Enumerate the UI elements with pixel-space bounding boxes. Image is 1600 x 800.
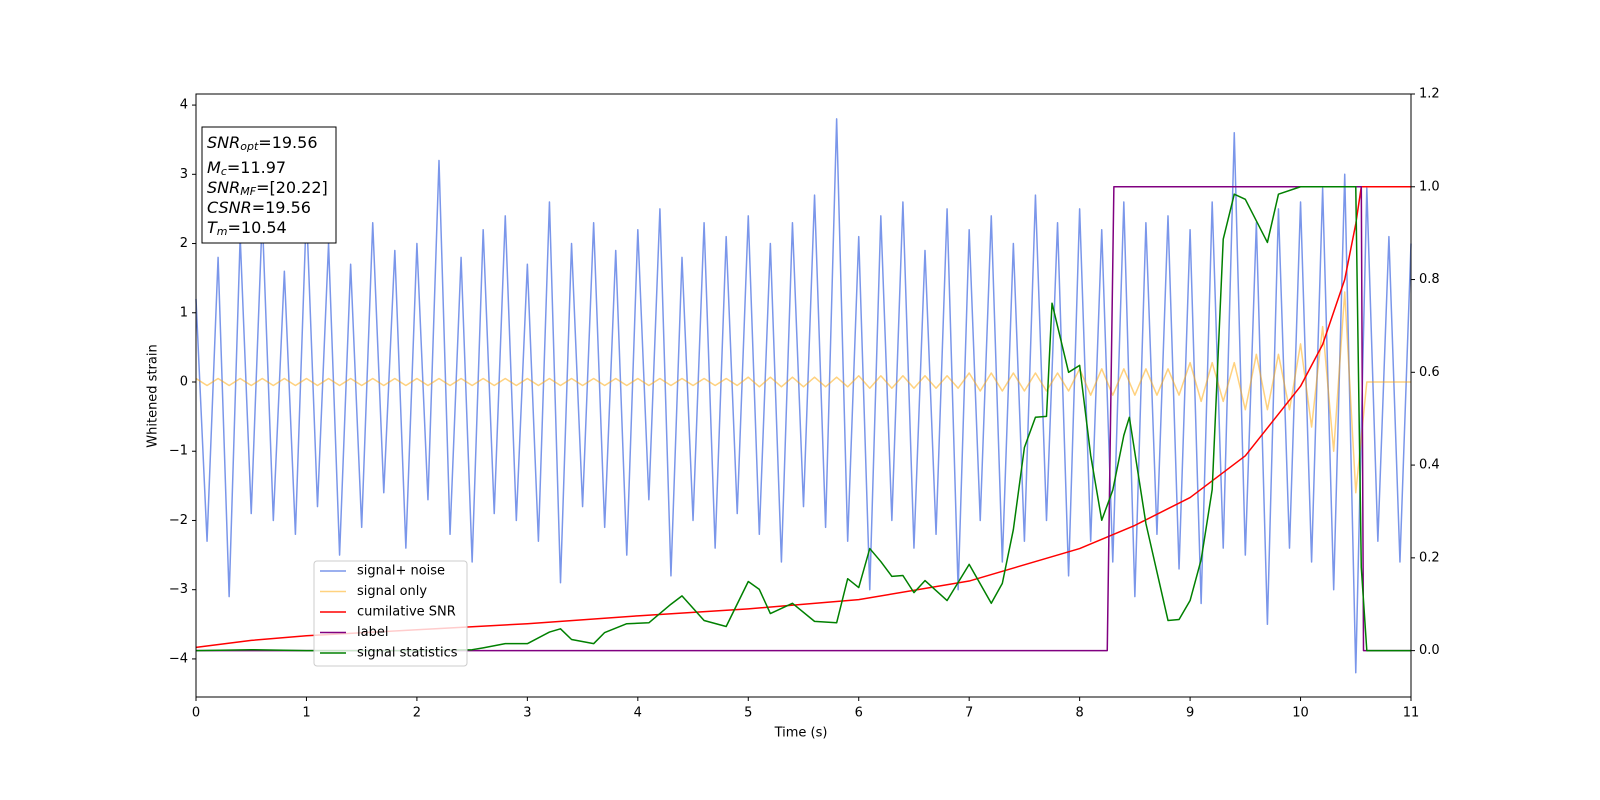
- y2-tick-label: 1.2: [1419, 87, 1440, 102]
- legend-label: label: [357, 625, 388, 640]
- legend-label: signal statistics: [357, 646, 458, 661]
- x-tick-label: 3: [523, 706, 531, 721]
- series-line: [195, 118, 1412, 674]
- legend-label: signal+ noise: [357, 564, 445, 579]
- y2-tick-label: 0.4: [1419, 458, 1440, 473]
- annotation: SNRopt=19.56: [207, 133, 318, 154]
- y-tick-label: −2: [169, 513, 188, 528]
- y2-tick-label: 0.0: [1419, 643, 1440, 658]
- annotation-subscript: MF: [240, 185, 256, 198]
- x-tick-label: 2: [413, 706, 421, 721]
- legend-label: signal only: [357, 584, 427, 599]
- annotation: Mc=11.97: [207, 158, 286, 179]
- annotation-symbol: CSNR: [207, 198, 252, 217]
- annotation-value: =19.56: [252, 198, 311, 217]
- y-tick-label: 0: [180, 375, 188, 390]
- x-tick-label: 10: [1292, 706, 1309, 721]
- annotation-symbol: SNR: [207, 178, 240, 197]
- annotation-value: =[20.22]: [256, 178, 328, 197]
- x-tick-label: 1: [302, 706, 310, 721]
- y-tick-label: 4: [180, 98, 188, 113]
- annotation: CSNR=19.56: [207, 198, 311, 217]
- y-tick-label: 3: [180, 167, 188, 182]
- legend-label: cumilative SNR: [357, 605, 456, 620]
- x-tick-label: 4: [634, 706, 642, 721]
- x-tick-label: 11: [1403, 706, 1420, 721]
- x-tick-label: 5: [744, 706, 752, 721]
- legend-box: [313, 560, 468, 667]
- x-tick-label: 0: [192, 706, 200, 721]
- y2-tick-label: 0.8: [1419, 272, 1440, 287]
- annotation: Tm=10.54: [207, 218, 287, 239]
- annotation-value: =10.54: [228, 218, 287, 237]
- x-tick-label: 6: [855, 706, 863, 721]
- series-line: [195, 291, 1411, 494]
- y-axis-label: Whitened strain: [146, 344, 161, 447]
- annotation-value: =11.97: [227, 158, 286, 177]
- y2-tick-label: 0.6: [1419, 365, 1440, 380]
- annotation-subscript: m: [217, 225, 228, 238]
- y2-tick-label: 0.2: [1419, 550, 1440, 565]
- y-tick-label: −4: [169, 651, 188, 666]
- y2-tick-label: 1.0: [1419, 179, 1440, 194]
- annotation: SNRMF=[20.22]: [207, 178, 328, 199]
- y-tick-label: 1: [180, 305, 188, 320]
- annotation-box: [201, 126, 337, 244]
- annotation-symbol: M: [207, 158, 221, 177]
- annotation-symbol: SNR: [207, 133, 240, 152]
- annotation-subscript: opt: [240, 140, 259, 153]
- x-tick-label: 9: [1186, 706, 1194, 721]
- plot-frame: [195, 93, 1412, 698]
- series-line: [195, 186, 1411, 652]
- y-tick-label: −1: [169, 444, 188, 459]
- annotation-symbol: T: [207, 218, 218, 237]
- annotation-value: =19.56: [258, 133, 317, 152]
- annotation-subscript: c: [221, 165, 227, 178]
- y-tick-label: −3: [169, 582, 188, 597]
- x-axis-label: Time (s): [774, 726, 828, 741]
- y-tick-label: 2: [180, 236, 188, 251]
- x-tick-label: 7: [965, 706, 973, 721]
- x-tick-label: 8: [1075, 706, 1083, 721]
